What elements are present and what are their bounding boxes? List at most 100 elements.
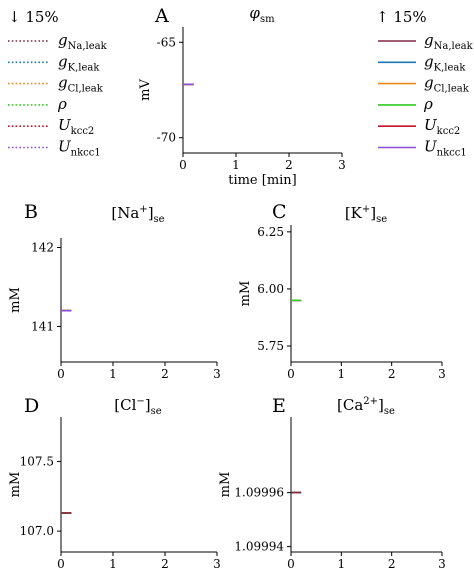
chart-title-sub: se — [376, 214, 387, 225]
y-tick-label: 6.00 — [257, 282, 284, 296]
x-tick-label: 1 — [109, 557, 117, 569]
legend-label-5: Ukcc2 — [424, 116, 460, 137]
chart-title-bracket: ] — [148, 204, 154, 222]
legend-label-2: gK,leak — [424, 52, 466, 73]
chart-title-sup: + — [139, 204, 147, 215]
legend-label-6: Unkcc1 — [58, 138, 101, 159]
legend-label-3: gCl,leak — [424, 74, 470, 95]
legend-label-base: ρ — [57, 95, 67, 113]
chart-title-sub: sm — [260, 14, 275, 25]
chart-title-sup: 2+ — [363, 396, 378, 407]
chart-title-bracket: ] — [145, 396, 151, 414]
x-tick-label: 3 — [438, 367, 446, 381]
legend-label-1: gNa,leak — [58, 31, 108, 52]
legend-label-sub: nkcc1 — [71, 148, 101, 159]
x-tick-label: 1 — [338, 367, 346, 381]
y-tick-label: 107.0 — [20, 524, 54, 538]
y-axis-label: mM — [218, 472, 233, 498]
legend-label-1: gNa,leak — [424, 31, 474, 52]
panel-letter: B — [24, 201, 38, 223]
x-tick-label: 0 — [179, 158, 187, 172]
legend-label-4: ρ — [423, 95, 433, 113]
chart-title-main: [Ca — [337, 396, 363, 414]
legend-label-sub: kcc2 — [71, 126, 95, 137]
legend-label-sub: kcc2 — [437, 126, 461, 137]
x-tick-label: 3 — [338, 158, 346, 172]
legend-label-base: g — [424, 31, 434, 49]
x-axis-label: time [min] — [228, 173, 297, 188]
chart-title-sub: se — [384, 406, 395, 417]
legend-label-base: U — [58, 138, 72, 156]
panel-letter: A — [154, 5, 169, 27]
legend-label-sub: Cl,leak — [434, 84, 470, 95]
chart-title-main: φ — [249, 4, 260, 22]
y-tick-label: 6.25 — [257, 225, 284, 239]
y-axis-label: mV — [138, 79, 153, 101]
legend-header: ↑ 15% — [376, 8, 427, 26]
chart-title: [Cl−]se — [114, 396, 162, 417]
legend-label-base: g — [58, 31, 68, 49]
x-tick-label: 2 — [161, 367, 169, 381]
panel-letter: C — [272, 201, 287, 223]
legend-label-base: U — [424, 138, 438, 156]
x-tick-label: 2 — [285, 158, 293, 172]
x-tick-label: 2 — [388, 367, 396, 381]
x-tick-label: 2 — [388, 557, 396, 569]
chart-panel-b: B [Na+]se 0 1 2 3 142 141 mM — [8, 201, 221, 381]
chart-title-sub: se — [151, 406, 162, 417]
legend-label-sub: K,leak — [434, 62, 467, 73]
y-tick-label: 141 — [31, 319, 54, 333]
x-tick-label: 0 — [287, 367, 295, 381]
y-tick-label: -65 — [157, 35, 176, 49]
legend-label-base: g — [424, 52, 434, 70]
legend-label-base: U — [58, 116, 72, 134]
y-tick-label: 1.09994 — [234, 540, 284, 554]
legend-label-base: U — [424, 116, 438, 134]
legend-label-sub: Cl,leak — [68, 84, 104, 95]
chart-title-main: [Na — [111, 204, 139, 222]
chart-title-bracket: ] — [378, 396, 384, 414]
x-tick-label: 0 — [57, 557, 65, 569]
chart-title: [Ca2+]se — [337, 396, 395, 417]
chart-title-bracket: ] — [370, 204, 376, 222]
chart-title-main: [K — [345, 204, 363, 222]
chart-title: [K+]se — [345, 204, 387, 225]
legend-label-2: gK,leak — [58, 52, 100, 73]
y-axis-label: mM — [8, 287, 23, 313]
y-tick-label: 5.75 — [257, 339, 284, 353]
chart-title-sub: se — [154, 214, 165, 225]
y-axis-label: mM — [238, 281, 253, 307]
y-tick-label: 107.5 — [20, 455, 54, 469]
legend-label-3: gCl,leak — [58, 74, 104, 95]
panel-letter: D — [24, 395, 39, 417]
legend-label-base: g — [58, 74, 68, 92]
legend-label-base: g — [58, 52, 68, 70]
x-tick-label: 3 — [438, 557, 446, 569]
x-tick-label: 0 — [287, 557, 295, 569]
x-tick-label: 2 — [161, 557, 169, 569]
x-tick-label: 0 — [57, 367, 65, 381]
chart-title-sup: − — [136, 396, 144, 407]
x-tick-label: 3 — [213, 367, 221, 381]
legend-header: ↓ 15% — [8, 8, 59, 26]
legend-label-base: ρ — [423, 95, 433, 113]
legend-label-sub: nkcc1 — [437, 148, 467, 159]
chart-panel-c: C [K+]se 0 1 2 3 6.25 6.00 5.75 mM — [238, 201, 446, 381]
y-axis-label: mM — [8, 472, 23, 498]
x-tick-label: 1 — [232, 158, 240, 172]
x-tick-label: 1 — [109, 367, 117, 381]
panel-letter: E — [272, 395, 286, 417]
legend-label-sub: K,leak — [68, 62, 101, 73]
chart-title: [Na+]se — [111, 204, 164, 225]
x-tick-label: 1 — [338, 557, 346, 569]
legend-label-6: Unkcc1 — [424, 138, 467, 159]
legend-label-4: ρ — [57, 95, 67, 113]
legend-label-sub: Na,leak — [68, 41, 108, 52]
